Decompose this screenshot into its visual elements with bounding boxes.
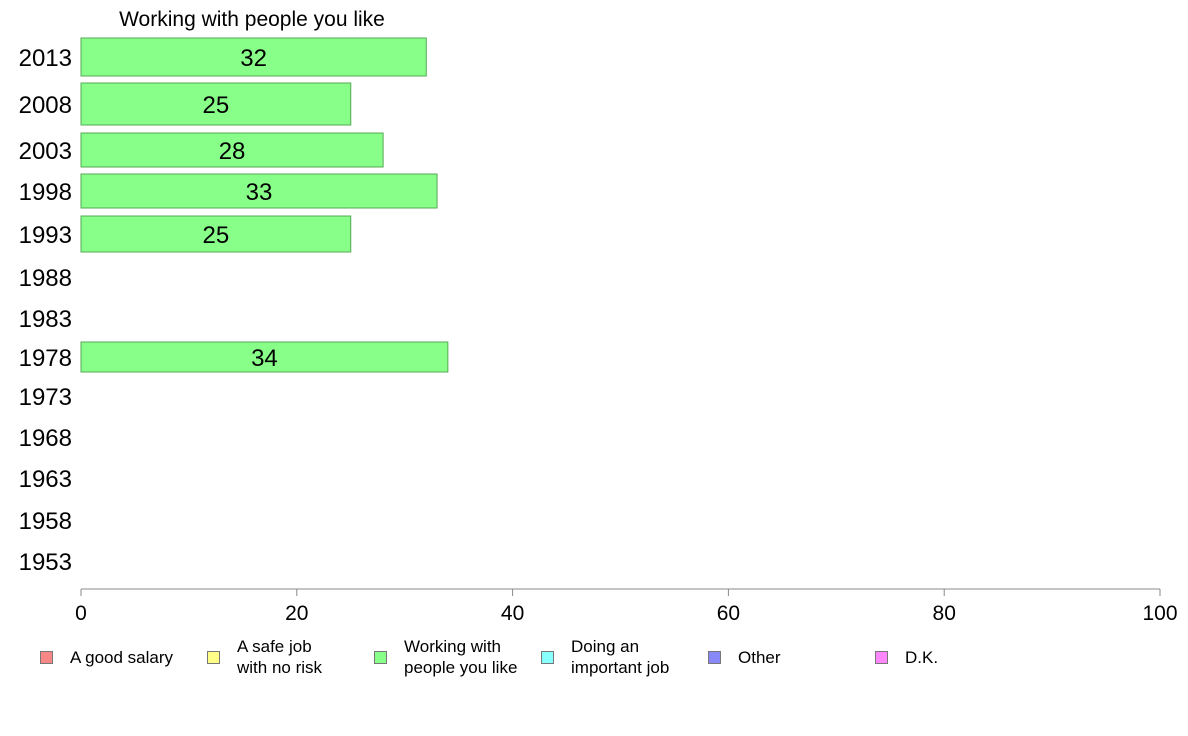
bar-value-label-1978: 34 bbox=[251, 345, 278, 372]
legend-swatch bbox=[708, 651, 721, 664]
bar-1978 bbox=[80, 341, 449, 373]
chart-title: Working with people you like bbox=[119, 8, 385, 31]
x-tick-label-100: 100 bbox=[1142, 602, 1177, 625]
legend-item-2: Working with people you like bbox=[374, 636, 517, 678]
legend-label: Doing an important job bbox=[571, 637, 670, 677]
y-tick-label-1953: 1953 bbox=[19, 549, 72, 576]
legend: A good salary A safe job with no risk Work… bbox=[40, 636, 1040, 686]
bar-1998 bbox=[80, 173, 438, 209]
y-tick-label-1958: 1958 bbox=[19, 508, 72, 535]
bar-value-label-1998: 33 bbox=[246, 179, 273, 206]
y-tick-label-2008: 2008 bbox=[19, 92, 72, 119]
y-tick-label-1988: 1988 bbox=[19, 265, 72, 292]
x-tick-label-40: 40 bbox=[501, 602, 524, 625]
x-tick-label-60: 60 bbox=[717, 602, 740, 625]
y-tick-label-2003: 2003 bbox=[19, 138, 72, 165]
legend-swatch bbox=[40, 651, 53, 664]
x-tick-label-80: 80 bbox=[933, 602, 956, 625]
legend-item-4: Other bbox=[708, 647, 781, 668]
legend-swatch bbox=[207, 650, 220, 664]
y-tick-label-1998: 1998 bbox=[19, 179, 72, 206]
legend-label: A good salary bbox=[70, 648, 174, 667]
bar-2013 bbox=[80, 37, 427, 77]
legend-swatch bbox=[541, 650, 554, 664]
legend-item-1: A safe job with no risk bbox=[207, 636, 322, 678]
y-tick-label-1993: 1993 bbox=[19, 222, 72, 249]
bar-value-label-2003: 28 bbox=[219, 138, 246, 165]
y-tick-label-1978: 1978 bbox=[19, 345, 72, 372]
y-tick-label-2013: 2013 bbox=[19, 45, 72, 72]
y-tick-label-1973: 1973 bbox=[19, 384, 72, 411]
legend-label: Working with people you like bbox=[404, 637, 518, 677]
legend-swatch bbox=[875, 651, 888, 664]
x-tick-label-20: 20 bbox=[285, 602, 308, 625]
legend-label: Other bbox=[738, 648, 781, 667]
y-tick-label-1963: 1963 bbox=[19, 466, 72, 493]
bar-2003 bbox=[80, 132, 384, 168]
x-tick-label-0: 0 bbox=[75, 602, 87, 625]
legend-label: D.K. bbox=[905, 648, 939, 667]
bar-value-label-2013: 32 bbox=[240, 45, 267, 72]
legend-item-0: A good salary bbox=[40, 647, 173, 668]
bar-2008 bbox=[80, 82, 352, 126]
y-tick-label-1968: 1968 bbox=[19, 425, 72, 452]
legend-item-3: Doing an important job bbox=[541, 636, 669, 678]
legend-swatch bbox=[374, 650, 387, 664]
legend-label: A safe job with no risk bbox=[237, 637, 323, 677]
y-tick-label-1983: 1983 bbox=[19, 306, 72, 333]
bar-value-label-2008: 25 bbox=[203, 92, 230, 119]
bar-1993 bbox=[80, 215, 352, 253]
legend-item-5: D.K. bbox=[875, 647, 938, 668]
bar-value-label-1993: 25 bbox=[203, 222, 230, 249]
